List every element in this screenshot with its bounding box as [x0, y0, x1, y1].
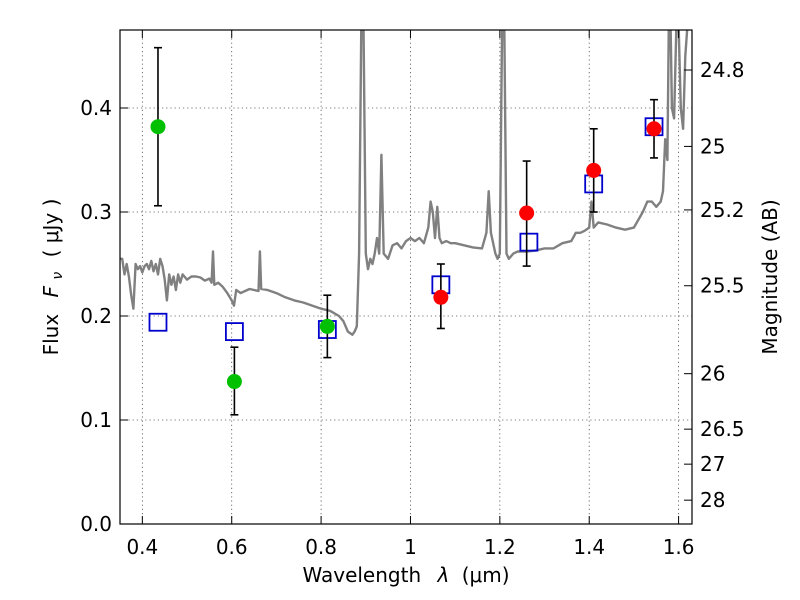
x-tick-label: 1.6 — [663, 535, 695, 559]
observed-red-point — [519, 205, 535, 221]
observed-green-point — [226, 374, 242, 390]
y-tick-label: 0.4 — [80, 96, 112, 120]
x-tick-label: 1.4 — [573, 535, 605, 559]
observed-red-point — [646, 121, 662, 137]
y-right-tick-label: 25.5 — [700, 274, 745, 298]
observed-green-point — [150, 119, 166, 135]
y-tick-label: 0.2 — [80, 304, 112, 328]
model-square-point — [519, 232, 539, 252]
plot-area — [120, 30, 689, 416]
y-right-tick-label: 25.2 — [700, 198, 745, 222]
x-tick-label: 1 — [404, 535, 417, 559]
x-tick-label: 1.2 — [484, 535, 516, 559]
observed-red-point — [586, 162, 602, 178]
y-right-tick-label: 26.5 — [700, 417, 745, 441]
y-axis-label-left: Flux F ν ( μJy ) — [39, 199, 67, 356]
x-axis-label-symbol: λ — [437, 563, 450, 587]
model-square-point — [224, 322, 244, 342]
observed-green-point — [319, 318, 335, 334]
x-tick-label: 0.6 — [216, 535, 248, 559]
x-tick-label: 0.4 — [126, 535, 158, 559]
y-tick-label: 0.0 — [80, 512, 112, 536]
y-axis-label-units: ( μJy ) — [39, 199, 63, 258]
x-axis-label: Wavelength λ (μm) — [302, 563, 509, 587]
x-axis-label-units: (μm) — [462, 563, 510, 587]
y-right-tick-label: 24.8 — [700, 58, 745, 82]
y-right-tick-label: 25 — [700, 134, 725, 158]
y-axis-label-prefix: Flux — [39, 314, 63, 356]
axis-ticks: 0.4 0.6 0.8 1 1.2 1.4 1.6 0.0 0.1 0.2 0.3 0.4 24.8 25… — [80, 30, 745, 559]
y-right-tick-label: 26 — [700, 362, 725, 386]
grid — [120, 30, 692, 524]
y-axis-label-right: Magnitude (AB) — [758, 199, 782, 354]
y-axis-label-symbol-sub: ν — [50, 272, 66, 280]
observed-red-point — [433, 289, 449, 305]
y-right-tick-label: 27 — [700, 452, 725, 476]
y-tick-label: 0.1 — [80, 408, 112, 432]
y-axis-label-symbol: F — [39, 285, 63, 297]
y-right-tick-label: 28 — [700, 488, 725, 512]
model-square-point — [148, 312, 168, 332]
plot-frame — [119, 29, 693, 525]
x-axis-label-prefix: Wavelength — [302, 563, 421, 587]
model-spectrum-line — [120, 30, 689, 336]
x-tick-label: 0.8 — [305, 535, 337, 559]
y-tick-label: 0.3 — [80, 200, 112, 224]
